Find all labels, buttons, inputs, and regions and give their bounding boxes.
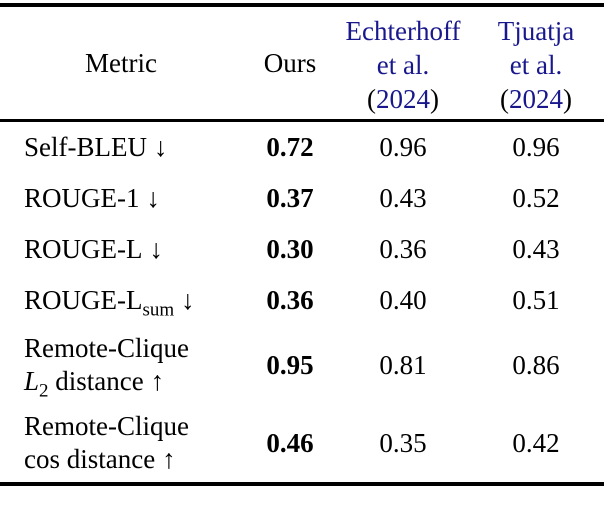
metric-label-cell: ROUGE-Lsum ↓ <box>0 275 242 326</box>
lower-is-better-arrow-icon: ↓ <box>149 234 163 264</box>
table-row-remote-clique-cos: Remote-Clique cos distance ↑ 0.46 0.35 0.… <box>0 404 604 484</box>
citation-paren-close: ) <box>563 84 572 114</box>
metric-label-cell: Self-BLEU ↓ <box>0 121 242 174</box>
value-echterhoff: 0.81 <box>379 349 427 380</box>
metric-label-cell: ROUGE-1 ↓ <box>0 173 242 224</box>
metric-label-line2: cos distance ↑ <box>24 443 242 476</box>
metric-label-line2: L2 distance ↑ <box>24 365 242 402</box>
higher-is-better-arrow-icon: ↑ <box>162 444 176 474</box>
citation-etal-link[interactable]: et al. <box>509 50 563 80</box>
citation-paren-close: ) <box>430 84 439 114</box>
citation-year-link[interactable]: 2024 <box>509 84 563 114</box>
citation-echterhoff: Echterhoff et al. (2024) <box>338 10 468 116</box>
citation-paren-open: ( <box>367 84 376 114</box>
header-row: Metric Ours Echterhoff et al. (2024) <box>0 5 604 122</box>
metric-label: distance <box>55 366 144 396</box>
value-ours: 0.46 <box>266 427 314 458</box>
metric-label-cell: ROUGE-L ↓ <box>0 224 242 275</box>
value-echterhoff: 0.43 <box>379 183 427 213</box>
value-tjuatja: 0.51 <box>512 285 560 315</box>
metric-label-line1: Remote-Clique <box>24 333 189 363</box>
value-ours: 0.37 <box>266 183 314 213</box>
lower-is-better-arrow-icon: ↓ <box>181 285 195 315</box>
metrics-comparison-table: Metric Ours Echterhoff et al. (2024) <box>0 3 604 486</box>
lower-is-better-arrow-icon: ↓ <box>153 132 168 162</box>
value-ours: 0.95 <box>266 349 314 380</box>
metric-label: ROUGE-L <box>24 234 143 264</box>
lower-is-better-arrow-icon: ↓ <box>146 183 161 213</box>
table-body: Self-BLEU ↓ 0.72 0.96 0.96 ROUGE-1 ↓ 0.37 … <box>0 121 604 485</box>
column-header-echterhoff: Echterhoff et al. (2024) <box>338 5 468 122</box>
citation-author-link[interactable]: Tjuatja <box>497 16 575 46</box>
value-ours: 0.72 <box>266 132 314 162</box>
table-header: Metric Ours Echterhoff et al. (2024) <box>0 5 604 122</box>
value-tjuatja: 0.52 <box>512 183 560 213</box>
citation-etal-link[interactable]: et al. <box>376 50 430 80</box>
metric-label-line1: Remote-Clique <box>24 411 189 441</box>
table-row-rouge-1: ROUGE-1 ↓ 0.37 0.43 0.52 <box>0 173 604 224</box>
column-header-metric: Metric <box>0 5 242 122</box>
table-row-self-bleu: Self-BLEU ↓ 0.72 0.96 0.96 <box>0 121 604 174</box>
value-tjuatja: 0.42 <box>512 427 560 458</box>
citation-tjuatja: Tjuatja et al. (2024) <box>468 10 604 116</box>
value-echterhoff: 0.40 <box>379 285 427 315</box>
value-ours: 0.30 <box>266 234 314 264</box>
table-row-rouge-l: ROUGE-L ↓ 0.30 0.36 0.43 <box>0 224 604 275</box>
metric-header-label: Metric <box>85 47 157 78</box>
ours-header-label: Ours <box>263 47 317 78</box>
math-subscript: 2 <box>39 380 49 402</box>
value-echterhoff: 0.35 <box>379 427 427 458</box>
metric-label: ROUGE-1 <box>24 183 140 213</box>
value-tjuatja: 0.43 <box>512 234 560 264</box>
value-echterhoff: 0.96 <box>379 132 427 162</box>
citation-author-link[interactable]: Echterhoff <box>345 16 461 46</box>
metric-label: ROUGE-L <box>24 285 143 315</box>
metric-label-cell: Remote-Clique cos distance ↑ <box>0 404 242 484</box>
value-ours: 0.36 <box>266 285 314 315</box>
table-row-remote-clique-l2: Remote-Clique L2 distance ↑ 0.95 0.81 0.8… <box>0 326 604 404</box>
math-variable: L <box>24 366 40 396</box>
citation-paren-open: ( <box>500 84 509 114</box>
higher-is-better-arrow-icon: ↑ <box>150 366 165 396</box>
value-echterhoff: 0.36 <box>379 234 427 264</box>
metric-label: cos distance <box>24 444 156 474</box>
column-header-ours: Ours <box>242 5 338 122</box>
value-tjuatja: 0.86 <box>512 349 560 380</box>
value-tjuatja: 0.96 <box>512 132 560 162</box>
column-header-tjuatja: Tjuatja et al. (2024) <box>468 5 604 122</box>
metric-label: Self-BLEU <box>24 132 147 162</box>
citation-year-link[interactable]: 2024 <box>376 84 430 114</box>
metric-label-cell: Remote-Clique L2 distance ↑ <box>0 326 242 404</box>
metric-subscript: sum <box>142 299 175 321</box>
table-row-rouge-lsum: ROUGE-Lsum ↓ 0.36 0.40 0.51 <box>0 275 604 326</box>
